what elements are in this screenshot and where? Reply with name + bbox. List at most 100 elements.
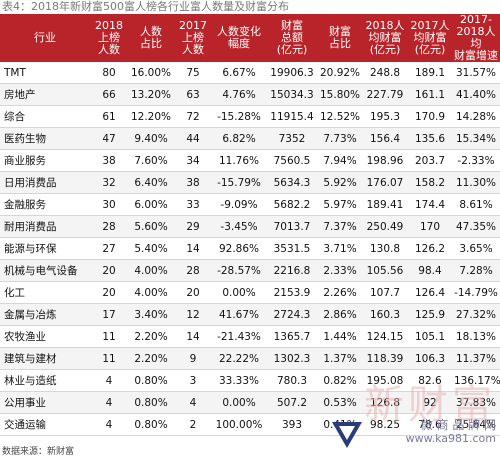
source-note: 数据来源：新财富 — [2, 447, 75, 457]
value-cell: 11915.4 — [266, 105, 318, 128]
value-cell: 136.17% — [452, 369, 500, 392]
value-cell: 126.8 — [362, 391, 408, 414]
value-cell: 7352 — [266, 127, 318, 150]
value-cell: 8.61% — [452, 193, 500, 216]
value-cell: 135.6 — [408, 127, 452, 150]
value-cell: 78.6 — [408, 413, 452, 436]
value-cell: 15.34% — [452, 127, 500, 150]
value-cell: 19906.3 — [266, 62, 318, 84]
table-title: 表4：2018年新财富500富人榜各行业富人数量及财富分布 — [2, 0, 289, 13]
value-cell: 0.00% — [212, 391, 266, 414]
value-cell: 106.3 — [408, 347, 452, 370]
industry-cell: 化工 — [0, 281, 90, 304]
value-cell: 5.92% — [318, 171, 362, 194]
table-row: 医药生物 47 9.40% 44 6.82% 7352 7.73% 156.4 135.6 15.… — [0, 127, 500, 150]
industry-cell: 农牧渔业 — [0, 325, 90, 348]
column-header: 财富 占比 — [318, 14, 362, 62]
value-cell: 28 — [174, 259, 212, 282]
value-cell: 2216.8 — [266, 259, 318, 282]
industry-cell: 医药生物 — [0, 127, 90, 150]
value-cell: 4 — [90, 391, 128, 414]
table-row: 公用事业 4 0.80% 4 0.00% 507.2 0.53% 126.8 92 37.83% — [0, 391, 500, 414]
value-cell: 126.4 — [408, 281, 452, 304]
value-cell: 32 — [90, 171, 128, 194]
value-cell: 2.86% — [318, 303, 362, 326]
value-cell: 100.00% — [212, 413, 266, 436]
value-cell: 14 — [174, 325, 212, 348]
value-cell: 37.83% — [452, 391, 500, 414]
value-cell: 4 — [174, 391, 212, 414]
value-cell: 4 — [90, 413, 128, 436]
value-cell: 195.3 — [362, 105, 408, 128]
wealth-distribution-table: 行业 2018 上榜 人数 人数 占比 2017 上榜 人数 人数变化 幅度 财富 总额 (亿元) 财富 占比… — [0, 14, 500, 436]
value-cell: 4 — [90, 369, 128, 392]
value-cell: 3 — [174, 369, 212, 392]
column-header: 财富 总额 (亿元) — [266, 14, 318, 62]
table-row: 金属与冶炼 17 3.40% 12 41.67% 2724.3 2.86% 160.3 125.… — [0, 303, 500, 326]
value-cell: 38 — [90, 149, 128, 172]
value-cell: 2.20% — [128, 325, 174, 348]
value-cell: 20.92% — [318, 62, 362, 84]
value-cell: 5682.2 — [266, 193, 318, 216]
value-cell: 29 — [174, 215, 212, 238]
value-cell: 41.67% — [212, 303, 266, 326]
industry-cell: 林业与造纸 — [0, 369, 90, 392]
value-cell: 92.86% — [212, 237, 266, 260]
value-cell: 33.33% — [212, 369, 266, 392]
value-cell: 66 — [90, 83, 128, 106]
value-cell: 3.65% — [452, 237, 500, 260]
value-cell: 156.4 — [362, 127, 408, 150]
value-cell: 9.40% — [128, 127, 174, 150]
value-cell: 3531.5 — [266, 237, 318, 260]
value-cell: 15034.3 — [266, 83, 318, 106]
value-cell: 4.00% — [128, 281, 174, 304]
value-cell: 27 — [90, 237, 128, 260]
column-header: 2017- 2018人均 财富增速 — [452, 13, 500, 62]
value-cell: 198.96 — [362, 149, 408, 172]
industry-cell: 综合 — [0, 105, 90, 128]
value-cell: 82.6 — [408, 369, 452, 392]
value-cell: 393 — [266, 413, 318, 436]
value-cell: -21.43% — [212, 325, 266, 348]
value-cell: 28 — [90, 215, 128, 238]
table-row: 房地产 66 13.20% 63 4.76% 15034.3 15.80% 227.79 161… — [0, 83, 500, 106]
table-row: 林业与造纸 4 0.80% 3 33.33% 780.3 0.82% 195.08 82.6 13… — [0, 369, 500, 392]
value-cell: 5634.3 — [266, 171, 318, 194]
value-cell: 250.49 — [362, 215, 408, 238]
value-cell: 7.28% — [452, 259, 500, 282]
value-cell: 6.67% — [212, 62, 266, 84]
value-cell: 98.25 — [362, 413, 408, 436]
value-cell: 780.3 — [266, 369, 318, 392]
value-cell: 22.22% — [212, 347, 266, 370]
industry-cell: 商业服务 — [0, 149, 90, 172]
value-cell: 47.35% — [452, 215, 500, 238]
value-cell: 5.40% — [128, 237, 174, 260]
value-cell: 7560.5 — [266, 149, 318, 172]
value-cell: -15.79% — [212, 171, 266, 194]
value-cell: 105.56 — [362, 259, 408, 282]
value-cell: -14.79% — [452, 281, 500, 304]
value-cell: 2.26% — [318, 281, 362, 304]
value-cell: 7.94% — [318, 149, 362, 172]
value-cell: 0.80% — [128, 391, 174, 414]
industry-cell: 金融服务 — [0, 193, 90, 216]
value-cell: 34 — [174, 149, 212, 172]
value-cell: 61 — [90, 105, 128, 128]
value-cell: 13.20% — [128, 83, 174, 106]
column-header: 人数 占比 — [128, 14, 174, 62]
value-cell: 75 — [174, 62, 212, 84]
value-cell: 2.33% — [318, 259, 362, 282]
value-cell: 41.40% — [452, 83, 500, 106]
value-cell: 248.8 — [362, 62, 408, 84]
column-header: 2018 上榜 人数 — [90, 14, 128, 62]
value-cell: 15.80% — [318, 83, 362, 106]
value-cell: 189.41 — [362, 193, 408, 216]
industry-cell: 日用消费品 — [0, 171, 90, 194]
value-cell: 11.37% — [452, 347, 500, 370]
industry-cell: TMT — [0, 62, 90, 84]
value-cell: 72 — [174, 105, 212, 128]
value-cell: 20 — [90, 281, 128, 304]
value-cell: 20 — [90, 259, 128, 282]
value-cell: 1.37% — [318, 347, 362, 370]
value-cell: 20 — [174, 281, 212, 304]
